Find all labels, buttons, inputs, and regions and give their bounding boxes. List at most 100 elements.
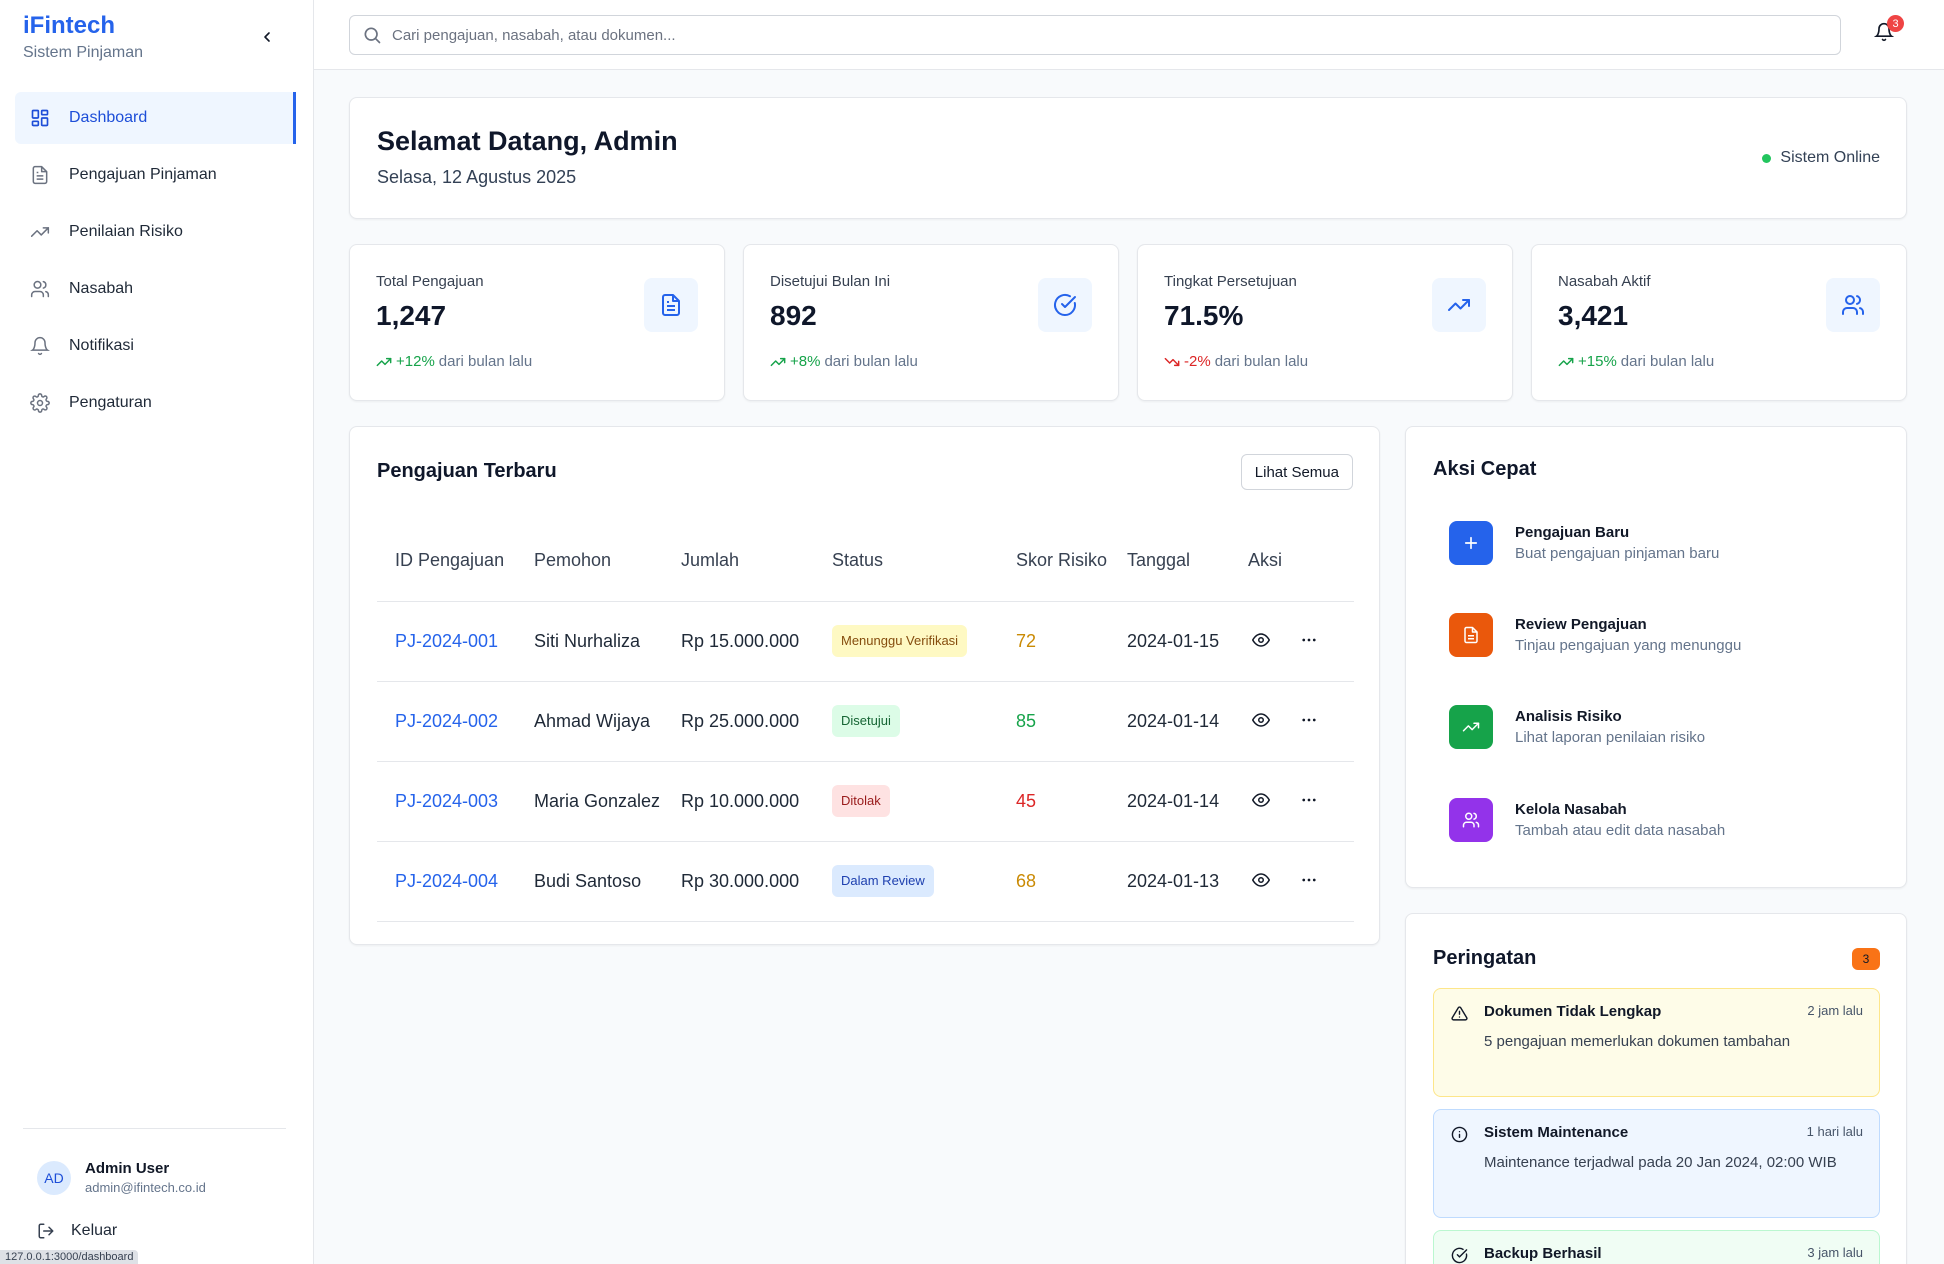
stat-change-percent: +12% [396, 353, 435, 370]
quick-action-manage-customers[interactable]: Kelola Nasabah Tambah atau edit data nas… [1433, 785, 1883, 855]
search-bar[interactable] [349, 15, 1841, 55]
file-text-icon [662, 294, 680, 316]
view-button[interactable] [1248, 867, 1274, 893]
notification-button[interactable]: 3 [1874, 15, 1904, 48]
stat-change-percent: -2% [1184, 353, 1211, 370]
status-cell: Disetujui [814, 681, 998, 762]
quick-action-desc: Buat pengajuan pinjaman baru [1515, 545, 1720, 562]
table-row: PJ-2024-002 Ahmad Wijaya Rp 25.000.000 D… [377, 681, 1354, 762]
quick-action-risk-analysis[interactable]: Analisis Risiko Lihat laporan penilaian … [1433, 692, 1883, 762]
risk-score: 68 [998, 841, 1109, 922]
bell-icon [29, 335, 51, 357]
more-options-button[interactable] [1296, 787, 1322, 813]
section-title: Peringatan [1433, 947, 1537, 969]
warning-count-badge: 3 [1852, 948, 1880, 970]
quick-action-title: Kelola Nasabah [1515, 801, 1627, 818]
alert-item[interactable]: Dokumen Tidak Lengkap 2 jam lalu 5 penga… [1433, 988, 1880, 1097]
stat-icon-box [1038, 278, 1092, 332]
sidebar-item-penilaian-risiko[interactable]: Penilaian Risiko [15, 206, 296, 258]
applicant-name: Ahmad Wijaya [516, 681, 663, 762]
avatar: AD [37, 1160, 71, 1195]
quick-action-title: Pengajuan Baru [1515, 524, 1630, 541]
logout-label: Keluar [71, 1222, 118, 1239]
sidebar-item-pengaturan[interactable]: Pengaturan [15, 377, 296, 429]
table-row: PJ-2024-001 Siti Nurhaliza Rp 15.000.000… [377, 601, 1354, 682]
loan-amount: Rp 15.000.000 [663, 601, 814, 682]
applicant-name: Siti Nurhaliza [516, 601, 663, 682]
stat-change-percent: +8% [790, 353, 821, 370]
more-options-button[interactable] [1296, 707, 1322, 733]
application-id-link[interactable]: PJ-2024-002 [377, 681, 516, 762]
view-button[interactable] [1248, 787, 1274, 813]
quick-action-new-application[interactable]: Pengajuan Baru Buat pengajuan pinjaman b… [1433, 508, 1883, 578]
risk-score: 72 [998, 601, 1109, 682]
stat-change: -2% dari bulan lalu [1164, 353, 1308, 370]
column-header: Pemohon [516, 521, 663, 602]
file-text-icon [1449, 613, 1493, 657]
sidebar-item-dashboard[interactable]: Dashboard [15, 92, 296, 144]
alert-title: Sistem Maintenance [1484, 1124, 1629, 1141]
check-circle-icon [1054, 293, 1076, 316]
section-title: Pengajuan Terbaru [377, 460, 557, 482]
search-input[interactable] [392, 26, 1792, 44]
table-row: PJ-2024-003 Maria Gonzalez Rp 10.000.000… [377, 761, 1354, 842]
alert-title: Dokumen Tidak Lengkap [1484, 1003, 1662, 1020]
stat-change: +15% dari bulan lalu [1558, 353, 1714, 370]
sidebar-item-label: Nasabah [69, 280, 134, 297]
bell-icon [1874, 22, 1894, 42]
quick-action-review[interactable]: Review Pengajuan Tinjau pengajuan yang m… [1433, 600, 1883, 670]
trending-up-icon [1449, 705, 1493, 749]
status-cell: Dalam Review [814, 841, 998, 922]
application-date: 2024-01-14 [1109, 681, 1230, 762]
logout-button[interactable]: Keluar [37, 1222, 117, 1240]
welcome-card: Selamat Datang, Admin Selasa, 12 Agustus… [349, 97, 1907, 219]
brand: iFintech Sistem Pinjaman [23, 12, 143, 62]
sidebar-item-pengajuan[interactable]: Pengajuan Pinjaman [15, 149, 296, 201]
collapse-sidebar-button[interactable] [254, 24, 280, 50]
current-date: Selasa, 12 Agustus 2025 [377, 167, 577, 187]
alert-item[interactable]: Sistem Maintenance 1 hari lalu Maintenan… [1433, 1109, 1880, 1218]
users-icon [29, 278, 51, 300]
stat-change: +8% dari bulan lalu [770, 353, 918, 370]
application-date: 2024-01-14 [1109, 761, 1230, 842]
application-id-link[interactable]: PJ-2024-004 [377, 841, 516, 922]
application-id-link[interactable]: PJ-2024-001 [377, 601, 516, 682]
top-header: 3 [314, 0, 1944, 70]
notification-count-badge: 3 [1887, 15, 1904, 32]
sidebar-item-notifikasi[interactable]: Notifikasi [15, 320, 296, 372]
stat-change-suffix: dari bulan lalu [824, 353, 918, 370]
plus-icon [1449, 521, 1493, 565]
quick-action-desc: Tambah atau edit data nasabah [1515, 822, 1726, 839]
trending-up-icon [1448, 299, 1470, 311]
alert-time: 1 hari lalu [1806, 1124, 1863, 1139]
stat-card-disetujui: Disetujui Bulan Ini 892 +8% dari bulan l… [743, 244, 1119, 401]
gear-icon [29, 392, 51, 414]
actions-cell [1230, 761, 1354, 842]
loan-amount: Rp 10.000.000 [663, 761, 814, 842]
more-options-button[interactable] [1296, 867, 1322, 893]
alert-item[interactable]: Backup Berhasil 3 jam lalu [1433, 1230, 1880, 1264]
alert-triangle-icon [1451, 1005, 1468, 1022]
section-title: Aksi Cepat [1433, 458, 1537, 480]
sidebar-item-nasabah[interactable]: Nasabah [15, 263, 296, 315]
stat-value: 1,247 [376, 300, 447, 331]
view-button[interactable] [1248, 627, 1274, 653]
column-header: Tanggal [1109, 521, 1230, 602]
stat-value: 71.5% [1164, 300, 1244, 331]
more-options-button[interactable] [1296, 627, 1322, 653]
more-horizontal-icon [1302, 798, 1316, 801]
user-name: Admin User [85, 1160, 170, 1177]
view-button[interactable] [1248, 707, 1274, 733]
column-header: Jumlah [663, 521, 814, 602]
warnings-card: Peringatan 3 Dokumen Tidak Lengkap 2 jam… [1405, 913, 1907, 1264]
file-text-icon [29, 164, 51, 186]
see-all-button[interactable]: Lihat Semua [1240, 454, 1353, 490]
trending-up-icon [376, 357, 392, 366]
status-cell: Menunggu Verifikasi [814, 601, 998, 682]
user-profile[interactable]: AD Admin User admin@ifintech.co.id [37, 1160, 206, 1195]
sidebar-nav: Dashboard Pengajuan Pinjaman Penilaian R… [15, 92, 296, 434]
actions-cell [1230, 681, 1354, 762]
application-id-link[interactable]: PJ-2024-003 [377, 761, 516, 842]
chevron-left-icon [264, 32, 270, 42]
status-dot-icon [1762, 153, 1772, 163]
